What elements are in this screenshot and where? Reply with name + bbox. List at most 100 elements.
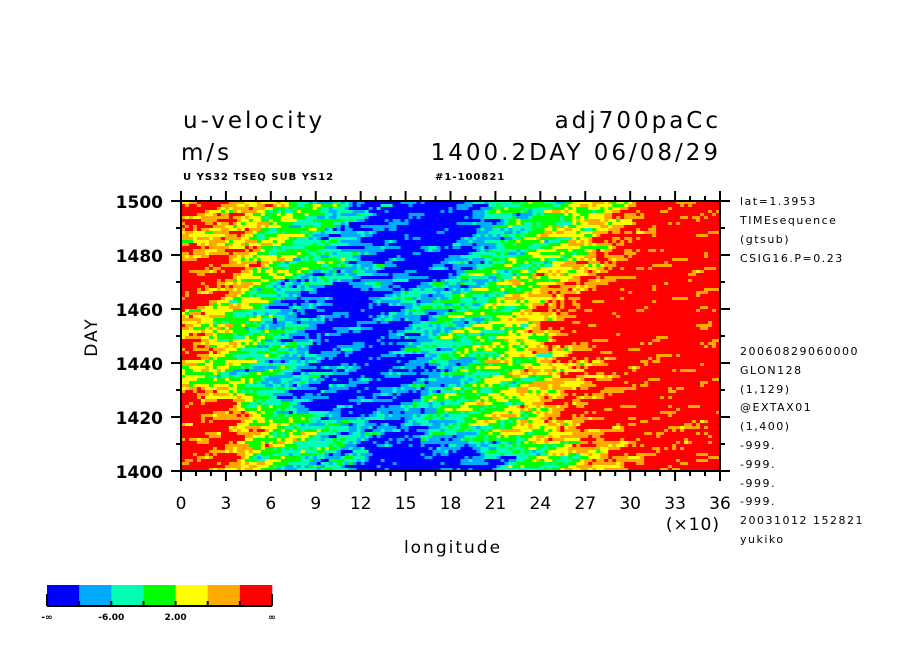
heatmap-cell	[532, 297, 537, 301]
heatmap-cell	[652, 285, 657, 289]
heatmap-cell	[688, 297, 693, 301]
heatmap-cell	[716, 234, 721, 238]
heatmap-cell	[204, 282, 210, 286]
heatmap-cell	[196, 219, 202, 223]
heatmap-cell	[276, 264, 282, 268]
heatmap-cell	[684, 213, 689, 217]
heatmap-cell	[244, 213, 250, 217]
heatmap-cell	[348, 303, 354, 307]
heatmap-cell	[588, 216, 593, 220]
heatmap-cell	[624, 288, 629, 292]
heatmap-cell	[216, 306, 222, 310]
heatmap-cell	[596, 234, 601, 238]
heatmap-cell	[352, 255, 358, 259]
heatmap-cell	[680, 234, 685, 238]
heatmap-cell	[484, 234, 489, 238]
heatmap-cell	[388, 207, 393, 211]
heatmap-cell	[704, 219, 709, 223]
heatmap-cell	[360, 222, 366, 226]
heatmap-cell	[220, 300, 226, 304]
heatmap-cell	[404, 291, 409, 295]
heatmap-cell	[448, 213, 453, 217]
heatmap-cell	[688, 282, 693, 286]
heatmap-cell	[324, 204, 330, 208]
heatmap-cell	[492, 219, 497, 223]
heatmap-cell	[452, 243, 457, 247]
heatmap-cell	[244, 246, 250, 250]
heatmap-cell	[536, 210, 541, 214]
heatmap-cell	[564, 252, 569, 256]
heatmap-cell	[488, 270, 493, 274]
heatmap-cell	[560, 306, 565, 310]
heatmap-cell	[264, 204, 270, 208]
heatmap-cell	[344, 210, 350, 214]
heatmap-cell	[252, 246, 258, 250]
heatmap-cell	[556, 237, 561, 241]
heatmap-cell	[300, 231, 306, 235]
heatmap-cell	[456, 279, 461, 283]
heatmap-cell	[280, 297, 286, 301]
heatmap-cell	[620, 225, 625, 229]
heatmap-cell	[656, 240, 661, 244]
heatmap-cell	[700, 297, 705, 301]
heatmap-cell	[632, 237, 637, 241]
heatmap-cell	[612, 222, 617, 226]
heatmap-cell	[684, 261, 689, 265]
heatmap-cell	[240, 303, 246, 307]
heatmap-cell	[536, 270, 541, 274]
heatmap-cell	[532, 222, 537, 226]
heatmap-cell	[708, 207, 713, 211]
heatmap-cell	[356, 297, 362, 301]
heatmap-cell	[312, 249, 318, 253]
heatmap-cell	[712, 210, 717, 214]
heatmap-cell	[276, 273, 282, 277]
heatmap-cell	[348, 276, 354, 280]
heatmap-cell	[544, 294, 549, 298]
heatmap-cell	[588, 252, 593, 256]
heatmap-cell	[676, 216, 681, 220]
heatmap-cell	[552, 210, 557, 214]
heatmap-cell	[424, 246, 429, 250]
heatmap-cell	[208, 267, 214, 271]
heatmap-cell	[364, 204, 370, 208]
heatmap-cell	[292, 273, 298, 277]
heatmap-cell	[352, 225, 358, 229]
heatmap-cell	[468, 300, 473, 304]
heatmap-cell	[220, 294, 226, 298]
heatmap-cell	[504, 252, 509, 256]
heatmap-cell	[480, 207, 485, 211]
heatmap-cell	[672, 294, 677, 298]
heatmap-cell	[620, 258, 625, 262]
heatmap-cell	[648, 264, 653, 268]
heatmap-cell	[648, 279, 653, 283]
heatmap-cell	[536, 279, 541, 283]
heatmap-cell	[181, 309, 186, 313]
heatmap-cell	[420, 213, 425, 217]
heatmap-cell	[428, 258, 433, 262]
heatmap-cell	[340, 246, 346, 250]
heatmap-cell	[480, 237, 485, 241]
heatmap-cell	[496, 273, 501, 277]
heatmap-cell	[664, 240, 669, 244]
heatmap-cell	[336, 273, 342, 277]
heatmap-cell	[392, 249, 397, 253]
heatmap-cell	[332, 207, 338, 211]
heatmap-cell	[544, 216, 549, 220]
heatmap-cell	[408, 231, 413, 235]
heatmap-cell	[212, 264, 218, 268]
heatmap-cell	[424, 297, 429, 301]
info-line: -999.	[740, 476, 776, 490]
heatmap-cell	[416, 234, 421, 238]
heatmap-cell	[188, 255, 194, 259]
heatmap-cell	[528, 201, 533, 205]
heatmap-cell	[300, 234, 306, 238]
heatmap-cell	[372, 246, 378, 250]
heatmap-cell	[276, 261, 282, 265]
heatmap-cell	[196, 267, 202, 271]
heatmap-cell	[396, 273, 401, 277]
heatmap-cell	[300, 285, 306, 289]
heatmap-cell	[624, 255, 629, 259]
heatmap-cell	[492, 282, 497, 286]
heatmap-cell	[664, 210, 669, 214]
heatmap-cell	[288, 204, 294, 208]
